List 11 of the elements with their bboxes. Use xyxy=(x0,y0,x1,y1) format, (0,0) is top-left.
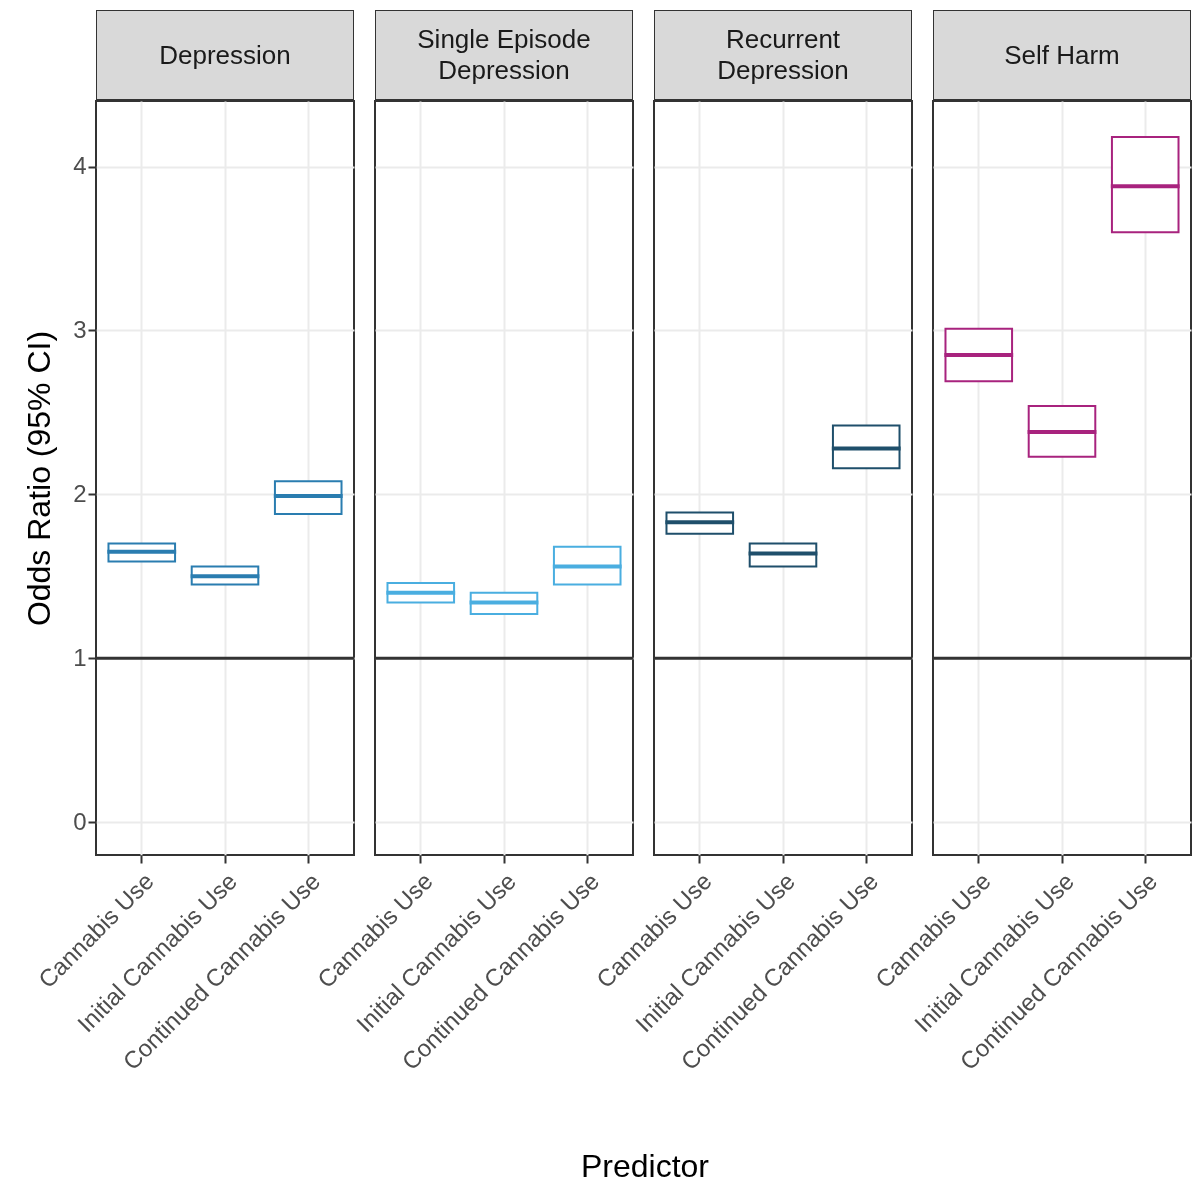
y-axis-title: Odds Ratio (95% CI) xyxy=(21,330,58,627)
chart-title: Single Episode Depression xyxy=(375,10,633,100)
chart-title: Self Harm xyxy=(933,10,1191,100)
text: Predictor xyxy=(579,1148,710,1184)
chart-title: Recurrent Depression xyxy=(654,10,912,100)
chart-title: Depression xyxy=(96,10,354,100)
y-tick-label: 4 xyxy=(73,152,87,180)
y-tick-label: 3 xyxy=(73,315,87,343)
y-tick-label: 0 xyxy=(73,807,87,835)
y-tick-label: 2 xyxy=(73,479,87,507)
y-tick-label: 1 xyxy=(73,643,87,671)
